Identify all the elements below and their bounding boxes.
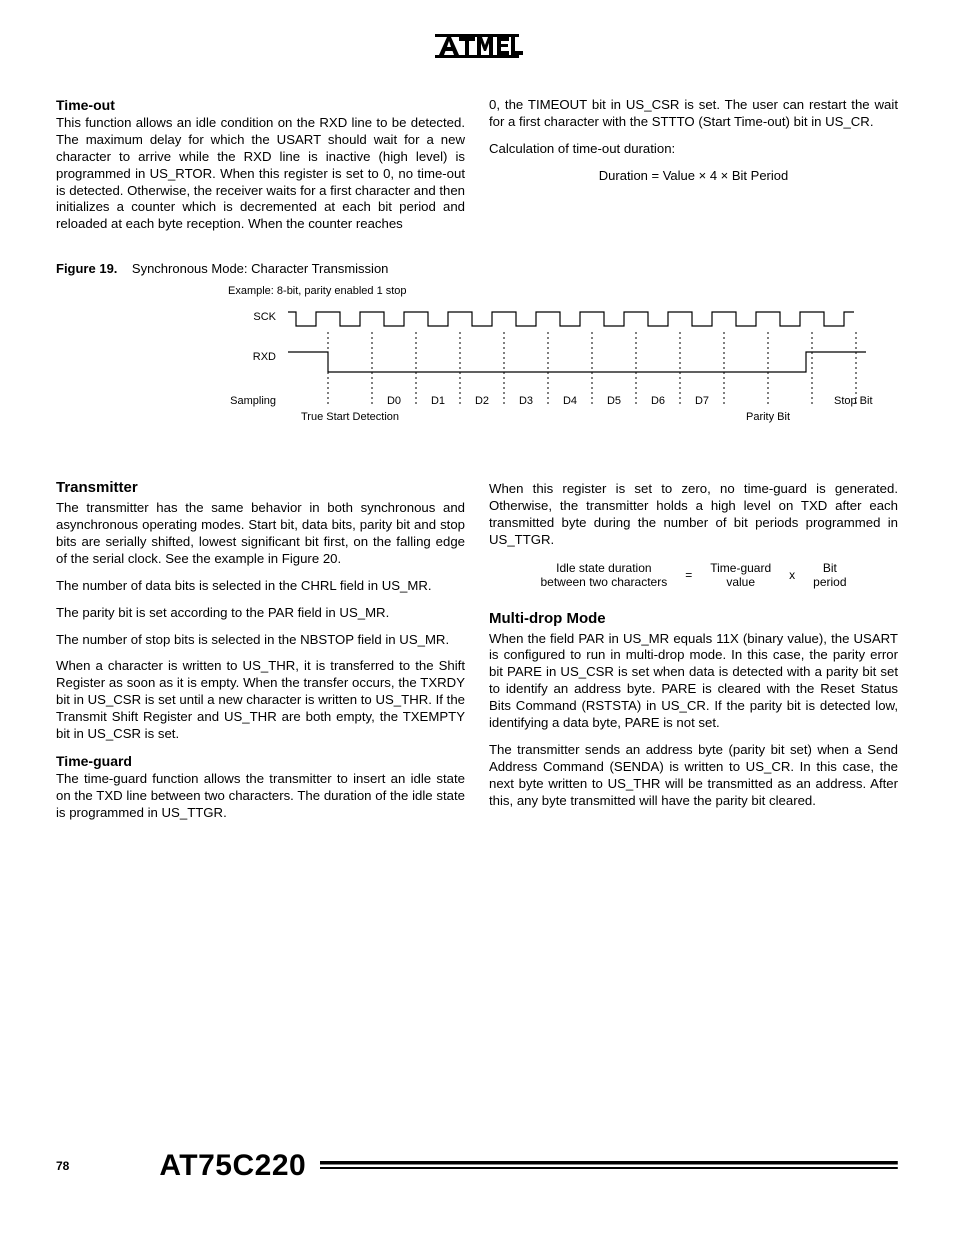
bit-labels: D0 D1 D2 D3 D4 D5 D6 D7 Stop Bit True St… (301, 395, 873, 423)
svg-text:D6: D6 (651, 395, 665, 407)
page-number: 78 (56, 1159, 69, 1173)
svg-text:Stop Bit: Stop Bit (834, 395, 873, 407)
svg-text:D4: D4 (563, 395, 577, 407)
timeguard-p1: The time-guard function allows the trans… (56, 771, 465, 822)
figure-label: Figure 19. (56, 261, 117, 276)
rxd-waveform (288, 352, 866, 372)
sck-waveform (288, 312, 854, 326)
header-logo (56, 28, 898, 69)
svg-text:Parity Bit: Parity Bit (746, 411, 790, 423)
svg-text:D0: D0 (387, 395, 401, 407)
timeout-section: Time-out This function allows an idle co… (56, 97, 898, 243)
timeguard-formula: Idle state duration between two characte… (530, 559, 856, 592)
svg-text:D1: D1 (431, 395, 445, 407)
svg-text:D5: D5 (607, 395, 621, 407)
transmitter-p2: The number of data bits is selected in t… (56, 578, 465, 595)
timeguard-heading: Time-guard (56, 753, 465, 769)
timing-diagram: Example: 8-bit, parity enabled 1 stop SC… (56, 282, 898, 447)
diagram-example: Example: 8-bit, parity enabled 1 stop (228, 285, 407, 297)
transmitter-col2-p: When this register is set to zero, no ti… (489, 481, 898, 549)
svg-text:D7: D7 (695, 395, 709, 407)
multidrop-heading: Multi-drop Mode (489, 610, 898, 627)
transmitter-heading: Transmitter (56, 479, 465, 496)
sampling-dashes (328, 332, 856, 406)
page-footer: 78 AT75C220 (56, 1149, 898, 1183)
figure-caption: Figure 19. Synchronous Mode: Character T… (56, 261, 898, 276)
timeout-heading: Time-out (56, 97, 465, 113)
label-rxd: RXD (253, 351, 276, 363)
svg-text:D3: D3 (519, 395, 533, 407)
transmitter-p4: The number of stop bits is selected in t… (56, 632, 465, 649)
timeout-p3: Calculation of time-out duration: (489, 141, 898, 158)
transmitter-p3: The parity bit is set according to the P… (56, 605, 465, 622)
timeout-formula: Duration = Value × 4 × Bit Period (489, 168, 898, 183)
figure-title: Synchronous Mode: Character Transmission (132, 261, 389, 276)
footer-rule (320, 1161, 898, 1171)
timeout-p2: 0, the TIMEOUT bit in US_CSR is set. The… (489, 97, 898, 131)
product-name: AT75C220 (159, 1149, 306, 1183)
transmitter-p5: When a character is written to US_THR, i… (56, 658, 465, 742)
atmel-logo (429, 28, 525, 64)
label-sampling: Sampling (230, 395, 276, 407)
lower-section: Transmitter The transmitter has the same… (56, 461, 898, 831)
svg-text:D2: D2 (475, 395, 489, 407)
multidrop-p1: When the field PAR in US_MR equals 11X (… (489, 631, 898, 732)
svg-text:True Start Detection: True Start Detection (301, 411, 399, 423)
multidrop-p2: The transmitter sends an address byte (p… (489, 742, 898, 810)
transmitter-p1: The transmitter has the same behavior in… (56, 500, 465, 568)
timeout-p1: This function allows an idle condition o… (56, 115, 465, 233)
label-sck: SCK (253, 311, 276, 323)
